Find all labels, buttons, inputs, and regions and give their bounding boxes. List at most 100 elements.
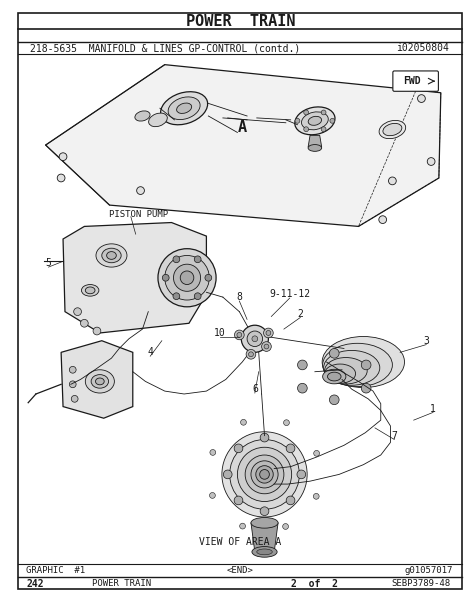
Text: i02050804: i02050804 [396, 43, 449, 53]
Ellipse shape [325, 358, 367, 384]
Circle shape [173, 256, 180, 262]
Circle shape [162, 275, 169, 281]
Ellipse shape [257, 549, 272, 555]
Ellipse shape [85, 287, 95, 294]
Ellipse shape [325, 371, 344, 382]
Ellipse shape [102, 248, 121, 262]
Circle shape [237, 332, 242, 337]
Ellipse shape [85, 370, 114, 393]
Ellipse shape [322, 343, 392, 386]
Ellipse shape [245, 455, 284, 494]
Text: <END>: <END> [227, 566, 254, 575]
Ellipse shape [308, 144, 322, 151]
Circle shape [205, 275, 212, 281]
Circle shape [241, 325, 268, 352]
Circle shape [69, 367, 76, 373]
Ellipse shape [135, 111, 150, 121]
Circle shape [210, 450, 216, 455]
Ellipse shape [325, 364, 356, 383]
Text: 6: 6 [252, 384, 258, 394]
Circle shape [264, 344, 269, 349]
Ellipse shape [180, 271, 194, 285]
Ellipse shape [295, 107, 335, 135]
Polygon shape [46, 64, 441, 226]
Text: POWER TRAIN: POWER TRAIN [92, 579, 151, 588]
Text: 7: 7 [391, 430, 397, 441]
Circle shape [74, 308, 82, 315]
Circle shape [234, 330, 244, 340]
Text: 5: 5 [46, 258, 51, 268]
Text: 4: 4 [147, 347, 153, 358]
Ellipse shape [161, 92, 208, 125]
Circle shape [261, 342, 271, 352]
Text: VIEW OF AREA A: VIEW OF AREA A [199, 537, 281, 547]
Circle shape [361, 360, 371, 370]
Circle shape [304, 127, 308, 132]
Ellipse shape [237, 447, 292, 501]
Circle shape [313, 494, 319, 499]
Circle shape [321, 127, 326, 132]
Ellipse shape [260, 470, 269, 479]
Circle shape [427, 158, 435, 166]
Ellipse shape [222, 432, 307, 517]
Polygon shape [63, 223, 206, 333]
Circle shape [361, 383, 371, 393]
Polygon shape [61, 341, 133, 418]
Circle shape [210, 492, 215, 498]
Circle shape [298, 360, 307, 370]
Ellipse shape [323, 350, 380, 385]
Circle shape [264, 328, 273, 338]
Text: FWD: FWD [403, 76, 421, 86]
Circle shape [247, 331, 262, 347]
Circle shape [286, 444, 295, 453]
Circle shape [194, 256, 201, 262]
Ellipse shape [379, 120, 406, 138]
Ellipse shape [82, 285, 99, 296]
Circle shape [260, 433, 269, 442]
Circle shape [71, 396, 78, 402]
Ellipse shape [383, 123, 402, 135]
Circle shape [314, 450, 320, 456]
Circle shape [266, 330, 271, 335]
Ellipse shape [230, 439, 299, 509]
Ellipse shape [256, 466, 273, 483]
Ellipse shape [96, 244, 127, 267]
Ellipse shape [177, 103, 192, 113]
Circle shape [194, 293, 201, 300]
Circle shape [329, 349, 339, 358]
Circle shape [223, 470, 232, 479]
Circle shape [330, 119, 335, 123]
Circle shape [173, 293, 180, 300]
Ellipse shape [173, 264, 200, 291]
Circle shape [240, 420, 247, 425]
Ellipse shape [251, 461, 278, 488]
Circle shape [321, 110, 326, 115]
Ellipse shape [149, 113, 167, 126]
Ellipse shape [308, 116, 322, 125]
Circle shape [295, 119, 300, 123]
Ellipse shape [91, 374, 109, 388]
Text: SEBP3789-48: SEBP3789-48 [391, 579, 451, 588]
Ellipse shape [251, 518, 278, 528]
Text: 10: 10 [214, 328, 226, 338]
Circle shape [137, 187, 144, 194]
Ellipse shape [302, 112, 328, 130]
Circle shape [252, 336, 258, 342]
Circle shape [57, 174, 65, 182]
Text: 218-5635  MANIFOLD & LINES GP-CONTROL (contd.): 218-5635 MANIFOLD & LINES GP-CONTROL (co… [30, 43, 300, 53]
Circle shape [69, 381, 76, 388]
Circle shape [248, 352, 254, 357]
Polygon shape [251, 523, 278, 552]
Ellipse shape [322, 369, 346, 384]
Polygon shape [308, 135, 322, 147]
Ellipse shape [322, 337, 404, 388]
Text: 9-11-12: 9-11-12 [269, 289, 310, 299]
Ellipse shape [158, 249, 216, 307]
Text: 2: 2 [297, 309, 303, 318]
Ellipse shape [107, 252, 116, 259]
Circle shape [389, 177, 396, 185]
Ellipse shape [168, 97, 200, 120]
Text: 2  of  2: 2 of 2 [291, 579, 338, 589]
Ellipse shape [252, 547, 277, 557]
Circle shape [298, 383, 307, 393]
